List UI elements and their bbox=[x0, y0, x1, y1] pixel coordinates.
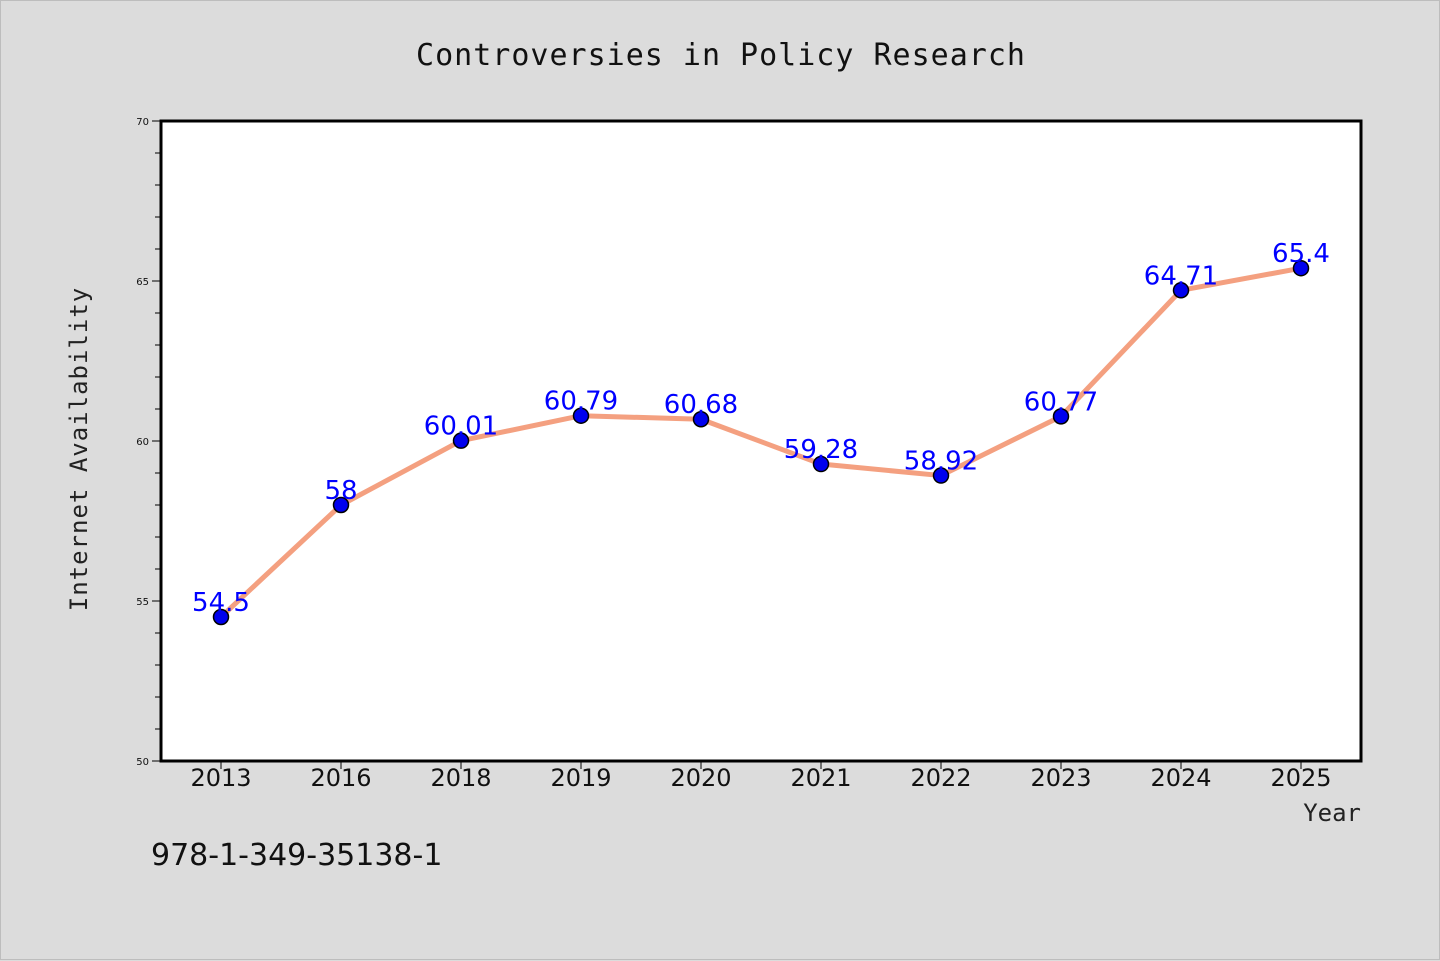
x-tick-label: 2019 bbox=[550, 764, 611, 792]
data-label: 54.5 bbox=[192, 588, 250, 618]
x-tick-label: 2023 bbox=[1030, 764, 1091, 792]
x-tick-label: 2021 bbox=[790, 764, 851, 792]
x-tick-label: 2020 bbox=[670, 764, 731, 792]
data-point bbox=[212, 608, 230, 626]
data-point bbox=[812, 455, 830, 473]
chart-title: Controversies in Policy Research bbox=[416, 38, 1026, 73]
series-line bbox=[218, 265, 1304, 620]
y-tick-label: 50 bbox=[136, 757, 149, 768]
data-label: 60.01 bbox=[424, 412, 498, 442]
data-label: 60.68 bbox=[664, 390, 738, 420]
data-point bbox=[572, 407, 590, 424]
data-label: 58.92 bbox=[904, 447, 978, 477]
isbn-footnote: 978-1-349-35138-1 bbox=[151, 838, 442, 873]
data-label: 64.71 bbox=[1144, 261, 1218, 291]
data-point bbox=[1292, 259, 1310, 277]
x-axis: 2013 2016 2018 2019 2020 2021 2022 2023 2024 2025 bbox=[190, 761, 1332, 792]
data-point bbox=[1052, 408, 1070, 425]
data-label: 60.79 bbox=[544, 387, 618, 417]
data-label: 60.77 bbox=[1024, 387, 1098, 417]
data-point bbox=[332, 496, 350, 514]
data-point bbox=[932, 467, 950, 484]
y-tick-label: 70 bbox=[136, 117, 149, 128]
x-tick-label: 2022 bbox=[910, 764, 971, 792]
data-point bbox=[692, 410, 710, 428]
y-tick-label: 65 bbox=[136, 277, 149, 288]
y-tick-label: 60 bbox=[136, 437, 149, 448]
data-point bbox=[452, 432, 470, 449]
x-axis-label: Year bbox=[1303, 799, 1361, 827]
x-tick-label: 2024 bbox=[1150, 764, 1211, 792]
x-tick-label: 2025 bbox=[1270, 764, 1331, 792]
y-tick-label: 55 bbox=[136, 597, 149, 608]
data-label: 58 bbox=[324, 476, 357, 506]
y-axis-label: Internet Availability bbox=[65, 287, 93, 611]
data-label: 59.28 bbox=[784, 435, 858, 465]
x-tick-label: 2016 bbox=[310, 764, 371, 792]
data-label: 65.4 bbox=[1272, 239, 1330, 269]
x-tick-label: 2013 bbox=[190, 764, 251, 792]
data-point bbox=[1172, 282, 1190, 299]
x-tick-label: 2018 bbox=[430, 764, 491, 792]
y-axis: 50 55 60 65 70 bbox=[136, 117, 161, 768]
series-layer: 54.5 58 60.01 60.79 60.68 59.28 58.92 60.77 64.7… bbox=[192, 239, 1330, 626]
